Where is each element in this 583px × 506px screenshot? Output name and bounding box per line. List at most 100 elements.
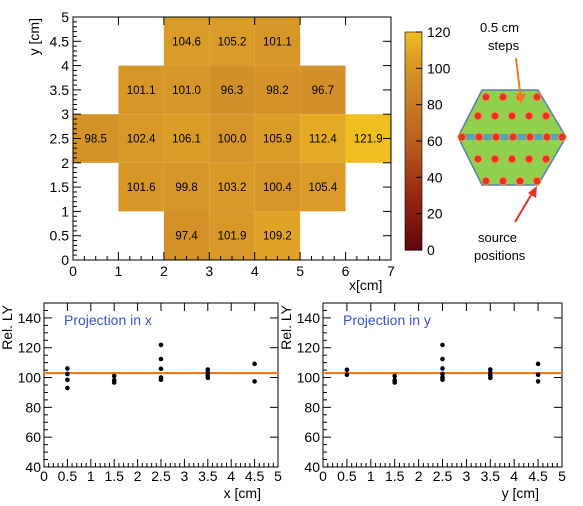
x-tick-label: 0 [319, 468, 327, 484]
colorbar-segment [405, 53, 422, 59]
hexagon-diagram: 0.5 cm steps source positions [457, 20, 567, 263]
heatmap-cell-label: 106.1 [172, 134, 201, 146]
source-position-dot [457, 132, 467, 142]
colorbar-segment [405, 224, 422, 229]
data-point [440, 342, 445, 348]
heatmap-cell-label: 100.0 [218, 134, 247, 146]
colorbar-segment [405, 86, 422, 91]
source-arrow-line [514, 189, 535, 223]
heatmap-cell [254, 17, 301, 66]
heatmap-cell [209, 17, 255, 66]
heatmap-cell-label: 105.2 [218, 36, 247, 48]
colorbar-segment [405, 137, 422, 142]
colorbar-segment [405, 177, 422, 182]
colorbar-segment [405, 242, 422, 247]
data-point [65, 385, 70, 391]
heatmap-cell-label: 98.2 [266, 85, 288, 97]
heatmap-cell [118, 114, 164, 163]
source-arrow-head [528, 186, 537, 198]
colorbar-segment [405, 32, 422, 37]
x-tick-label: 4.5 [528, 468, 548, 484]
heatmap-cell-label: 101.9 [218, 231, 247, 243]
heatmap-y-tick-label: 3 [61, 106, 69, 122]
data-point [488, 375, 493, 381]
x-tick-label: 3 [463, 468, 471, 484]
source-annotation-line2: positions [474, 248, 526, 263]
colorbar-segment [405, 195, 422, 200]
heatmap-cell-label: 97.4 [175, 231, 198, 243]
projection-x-panel: 0 0.5 1 1.5 2 2.5 3 3.5 4 4.5 5 40 60 80 100 120 140 Proj… [0, 302, 282, 501]
heatmap-cell [254, 162, 301, 212]
heatmap-cell-label: 105.9 [263, 134, 292, 146]
data-point [440, 375, 445, 380]
steps-annotation-line2: steps [488, 38, 520, 53]
colorbar-segment [405, 173, 422, 178]
colorbar-segment [405, 159, 422, 164]
heatmap-cell [163, 65, 210, 115]
colorbar-segment [405, 46, 422, 51]
heatmap-cell-label: 99.8 [175, 182, 197, 194]
colorbar-segment [405, 64, 422, 69]
heatmap-cell-label: 98.5 [85, 134, 107, 146]
data-point [111, 373, 117, 379]
y-tick-label: 80 [25, 399, 41, 415]
heatmap-y-axis-label: y [cm] [26, 18, 42, 55]
source-position-dot [508, 132, 518, 142]
x-tick-label: 5 [558, 468, 566, 484]
heatmap-cell-label: 109.2 [263, 231, 292, 243]
data-point [488, 370, 493, 376]
projection-y-panel: 0 0.5 1 1.5 2 2.5 3 3.5 4 4.5 5 40 60 80 100 120 140 Proj… [278, 302, 566, 501]
x-tick-label: 4 [510, 468, 518, 484]
heatmap-cell [163, 211, 210, 260]
colorbar-segment [405, 148, 422, 153]
colorbar-segment [405, 90, 422, 95]
colorbar-tick-label: 20 [427, 206, 443, 222]
data-point [440, 371, 445, 377]
colorbar-segment [405, 97, 422, 102]
source-annotation-line1: source [478, 230, 517, 245]
steps-annotation-line1: 0.5 cm [480, 20, 519, 35]
colorbar-tick-label: 120 [427, 24, 451, 40]
x-tick-label: 3 [181, 468, 189, 484]
heatmap-cell [163, 17, 210, 66]
y-tick-label: 60 [304, 429, 320, 445]
y-tick-label: 100 [297, 370, 321, 386]
y-tick-label: 60 [25, 429, 41, 445]
heatmap-cell [254, 114, 301, 163]
colorbar-segment [405, 130, 422, 135]
data-point [252, 361, 257, 367]
colorbar-segment [405, 228, 422, 233]
data-point [158, 366, 164, 372]
heatmap-cell-label: 100.4 [263, 182, 292, 194]
data-point [535, 361, 541, 367]
colorbar-segment [405, 206, 422, 211]
heatmap-cell [209, 65, 255, 115]
data-point [158, 342, 164, 348]
heatmap-cell [300, 65, 346, 115]
x-tick-label: 1 [87, 468, 95, 484]
source-position-dot [473, 111, 483, 121]
heatmap-x-tick-label: 7 [387, 263, 395, 279]
colorbar-segment [405, 39, 422, 44]
colorbar-tick-label: 40 [427, 169, 443, 185]
heatmap-cell-label: 101.1 [127, 85, 156, 97]
data-point [344, 372, 350, 378]
colorbar-segment [405, 180, 422, 186]
x-tick-label: 1.5 [104, 468, 124, 484]
colorbar-segment [405, 231, 422, 237]
colorbar-segment [405, 61, 422, 66]
heatmap-cell-label: 112.4 [309, 134, 338, 146]
source-position-dot [532, 92, 542, 102]
heatmap-cell-label: 121.9 [354, 134, 383, 146]
data-point [535, 372, 541, 378]
colorbar-segment [405, 119, 422, 124]
colorbar-segment [405, 115, 422, 120]
source-position-dot [542, 132, 552, 142]
colorbar-segment [405, 71, 422, 77]
steps-arrow-line [515, 57, 522, 101]
data-point [535, 379, 541, 384]
y-tick-label: 140 [297, 310, 321, 326]
colorbar-segment [405, 79, 422, 84]
heatmap-cell [118, 162, 164, 212]
